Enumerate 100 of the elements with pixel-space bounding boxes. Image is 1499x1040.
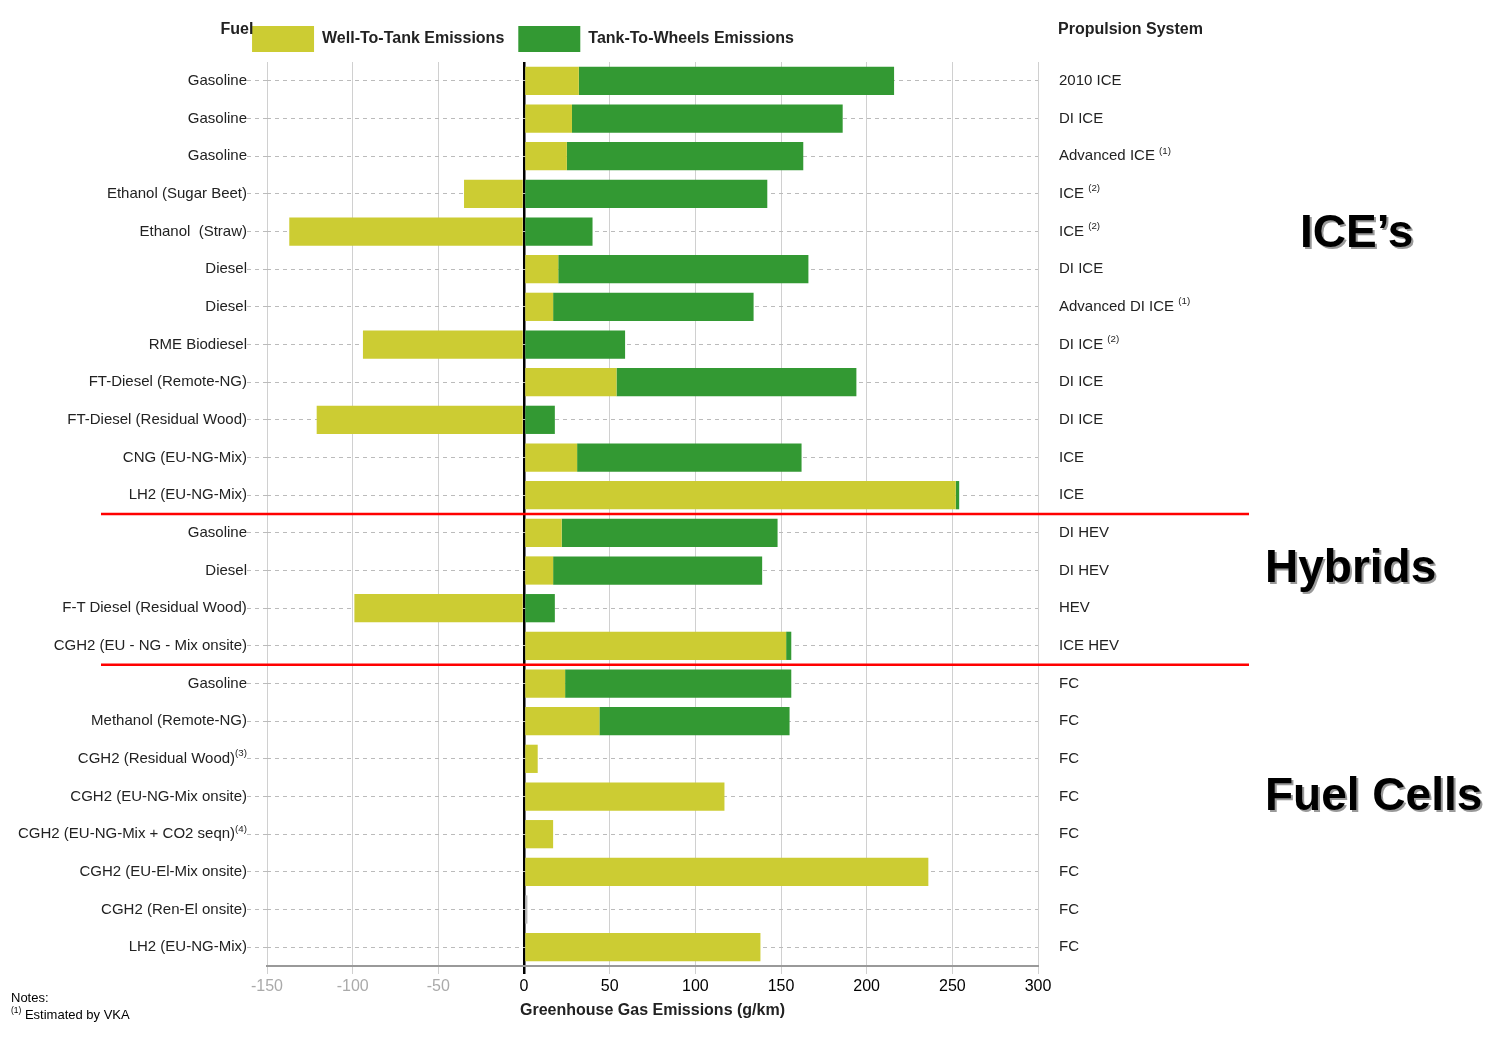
bar [525, 631, 787, 660]
y-tick-label: Ethanol (Straw) [139, 221, 248, 239]
bar [525, 255, 559, 284]
y-tick-label: CNG (EU-NG-Mix) [122, 447, 248, 465]
bar [578, 66, 895, 95]
bar [525, 405, 555, 434]
bar [525, 669, 566, 698]
y-tick-label: Methanol (Remote-NG) [91, 711, 248, 729]
bar [616, 368, 857, 397]
bar [525, 744, 538, 773]
y-tick-label: Diesel [205, 296, 248, 314]
bar [525, 217, 593, 246]
bar [558, 255, 809, 284]
y-tick-label: CGH2 (EU-NG-Mix onsite) [70, 786, 248, 804]
bar [525, 782, 725, 811]
y-tick-label: CGH2 (Ren-El onsite) [101, 899, 248, 917]
y-tick-label: FT-Diesel (Residual Wood) [67, 409, 247, 427]
bar [525, 857, 929, 886]
x-tick-label: 150 [767, 977, 795, 995]
x-tick-label: -100 [336, 977, 369, 995]
y2-tick-label: ICE (2) [1059, 219, 1101, 239]
x-tick-label: 100 [681, 977, 709, 995]
bar [553, 292, 754, 321]
bar [565, 669, 792, 698]
y2-tick-label: DI ICE [1059, 409, 1104, 427]
y2-tick-label: FC [1059, 899, 1080, 917]
y-tick-label: RME Biodiesel [148, 334, 247, 352]
y2-tick-label: ICE HEV [1059, 635, 1120, 653]
y2-tick-label: ICE [1059, 447, 1085, 465]
y-tick-label: F-T Diesel (Residual Wood) [62, 598, 247, 616]
bar [525, 179, 768, 208]
y2-tick-label: FC [1059, 786, 1080, 804]
bar [553, 556, 763, 585]
bar [525, 142, 567, 171]
bar [577, 443, 802, 472]
bar [525, 518, 562, 547]
y-tick-label: CGH2 (EU - NG - Mix onsite) [53, 635, 248, 653]
y2-tick-label: FC [1059, 861, 1080, 879]
bar [525, 104, 572, 133]
bar [525, 820, 554, 849]
x-tick-label: -50 [426, 977, 450, 995]
y-tick-label: Gasoline [187, 108, 247, 126]
y2-tick-label: FC [1059, 824, 1080, 842]
text: (1) Estimated by VKA [11, 1004, 131, 1022]
y-tick-label: FT-Diesel (Remote-NG) [88, 372, 248, 390]
y2-tick-label: DI HEV [1059, 522, 1110, 540]
bar [525, 443, 578, 472]
y-tick-label: LH2 (EU-NG-Mix) [128, 937, 248, 955]
bar [362, 330, 523, 359]
y2-tick-label: DI ICE [1059, 259, 1104, 277]
y2-tick-label: Advanced ICE (1) [1059, 144, 1171, 164]
bar [316, 405, 523, 434]
bar [525, 933, 761, 962]
bar [525, 368, 617, 397]
y2-tick-label: HEV [1059, 598, 1090, 616]
bar [525, 330, 626, 359]
y2-tick-label: FC [1059, 748, 1080, 766]
text: ICE’s [1300, 204, 1414, 257]
x-tick-label: 200 [853, 977, 881, 995]
y2-tick-label: 2010 ICE [1059, 70, 1122, 88]
y2-tick-label: ICE (2) [1059, 182, 1101, 201]
y-axis-title: Fuel [220, 20, 254, 38]
y2-tick-label: ICE [1059, 485, 1085, 503]
x-tick-label: 50 [600, 977, 619, 995]
legend-label: Tank-To-Wheels Emissions [588, 29, 795, 47]
x-tick-label: 300 [1024, 977, 1052, 995]
text: Fuel Cells [1265, 767, 1483, 820]
x-tick-label: -150 [250, 977, 284, 995]
y-tick-label: Diesel [205, 259, 248, 277]
legend-label: Well-To-Tank Emissions [322, 29, 505, 47]
bar [525, 481, 956, 510]
y-tick-label: Gasoline [187, 522, 247, 540]
bar [289, 217, 523, 246]
x-tick-label: 250 [938, 977, 966, 995]
bar [525, 66, 579, 95]
bar [786, 631, 792, 660]
bar [599, 707, 790, 736]
y2-axis-title: Propulsion System [1058, 20, 1203, 38]
bar [525, 707, 600, 736]
x-axis-title: Greenhouse Gas Emissions (g/km) [520, 1000, 785, 1018]
y-tick-label: Diesel [205, 560, 248, 578]
text: Hybrids [1265, 539, 1437, 592]
y2-tick-label: DI HEV [1059, 560, 1110, 578]
bar [464, 179, 523, 208]
y2-tick-label: FC [1059, 673, 1080, 691]
bar [525, 292, 554, 321]
bar [561, 518, 778, 547]
y2-tick-label: FC [1059, 937, 1080, 955]
y-tick-label: CGH2 (EU-El-Mix onsite) [79, 861, 248, 879]
y-tick-label: LH2 (EU-NG-Mix) [128, 485, 248, 503]
x-tick-label: 0 [519, 977, 529, 995]
y2-tick-label: Advanced DI ICE (1) [1059, 295, 1191, 314]
bar [571, 104, 843, 133]
y-tick-label: Gasoline [187, 146, 247, 164]
y-tick-label: Ethanol (Sugar Beet) [106, 183, 248, 201]
bar [354, 594, 523, 623]
bar [525, 556, 554, 585]
y2-tick-label: DI ICE (2) [1059, 332, 1120, 352]
y2-tick-label: DI ICE [1059, 372, 1104, 390]
y-tick-label: Gasoline [187, 673, 247, 691]
